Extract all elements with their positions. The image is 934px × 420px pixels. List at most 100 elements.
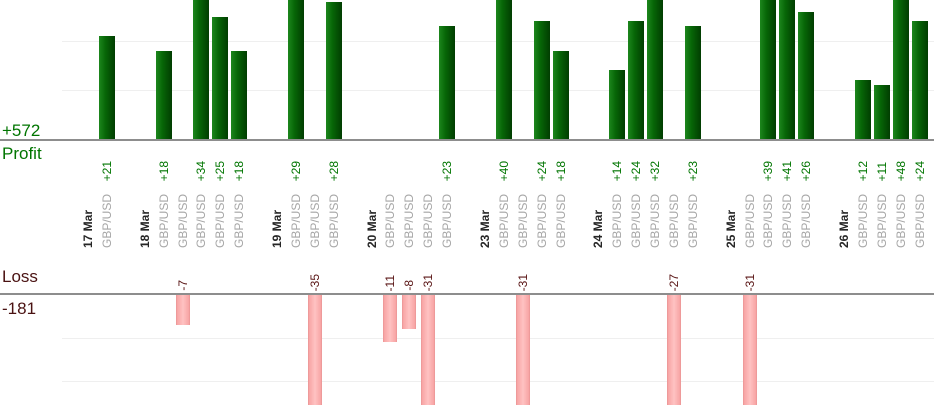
symbol-label: GBP/USD bbox=[232, 193, 247, 248]
profit-value-label: +39 bbox=[761, 160, 776, 181]
loss-value-label: -27 bbox=[666, 273, 681, 291]
date-label: 25 Mar bbox=[723, 209, 738, 248]
symbol-label: GBP/USD bbox=[629, 193, 644, 248]
symbol-label: GBP/USD bbox=[496, 193, 511, 248]
profit-bar bbox=[439, 26, 456, 139]
symbol-label: GBP/USD bbox=[742, 193, 757, 248]
profit-bar bbox=[193, 0, 210, 139]
loss-bar bbox=[666, 295, 681, 405]
profit-value-label: +24 bbox=[629, 160, 644, 181]
symbol-label: GBP/USD bbox=[553, 193, 568, 248]
symbol-label: GBP/USD bbox=[402, 193, 417, 248]
loss-bar bbox=[515, 295, 530, 405]
symbol-label: GBP/USD bbox=[213, 193, 228, 248]
symbol-label: GBP/USD bbox=[610, 193, 625, 248]
profit-bar bbox=[552, 50, 569, 139]
symbol-label: GBP/USD bbox=[874, 193, 889, 248]
loss-bar bbox=[421, 295, 436, 405]
profit-value-label: +11 bbox=[874, 161, 889, 181]
loss-value-label: -11 bbox=[383, 274, 398, 291]
loss-bar bbox=[307, 295, 322, 405]
loss-bar bbox=[175, 295, 190, 326]
symbol-label: GBP/USD bbox=[194, 193, 209, 248]
symbol-label: GBP/USD bbox=[666, 193, 681, 248]
profit-bar bbox=[98, 36, 115, 139]
profit-value-label: +21 bbox=[99, 160, 114, 181]
profit-bar bbox=[287, 0, 304, 139]
profit-bar bbox=[684, 26, 701, 139]
date-label: 18 Mar bbox=[137, 209, 152, 248]
profit-value-label: +28 bbox=[326, 160, 341, 181]
symbol-label: GBP/USD bbox=[175, 193, 190, 248]
symbol-label: GBP/USD bbox=[288, 193, 303, 248]
profit-value-label: +24 bbox=[912, 160, 927, 181]
profit-value-label: +23 bbox=[440, 160, 455, 181]
loss-total-label: -181 bbox=[2, 299, 37, 318]
symbol-label: GBP/USD bbox=[326, 193, 341, 248]
symbol-label: GBP/USD bbox=[761, 193, 776, 248]
profit-bar bbox=[609, 70, 626, 139]
profit-value-label: +41 bbox=[780, 160, 795, 181]
profit-bar bbox=[779, 0, 796, 139]
loss-baseline bbox=[0, 293, 934, 295]
profit-bar bbox=[854, 80, 871, 139]
symbol-label: GBP/USD bbox=[893, 193, 908, 248]
profit-bar bbox=[760, 0, 777, 139]
symbol-label: GBP/USD bbox=[780, 193, 795, 248]
symbol-label: GBP/USD bbox=[156, 193, 171, 248]
profit-value-label: +24 bbox=[534, 160, 549, 181]
loss-value-label: -7 bbox=[175, 280, 190, 291]
profit-bar bbox=[155, 50, 172, 139]
date-label: 24 Mar bbox=[591, 209, 606, 248]
loss-bar bbox=[383, 295, 398, 343]
symbol-label: GBP/USD bbox=[515, 193, 530, 248]
loss-bar bbox=[742, 295, 757, 405]
date-label: 26 Mar bbox=[837, 209, 851, 248]
symbol-label: GBP/USD bbox=[99, 193, 114, 248]
profit-bar bbox=[212, 16, 229, 139]
profit-value-label: +18 bbox=[156, 160, 171, 181]
symbol-label: GBP/USD bbox=[421, 193, 436, 248]
loss-value-label: -35 bbox=[307, 273, 322, 291]
date-label: 23 Mar bbox=[477, 209, 492, 248]
symbol-label: GBP/USD bbox=[912, 193, 927, 248]
loss-value-label: -8 bbox=[402, 280, 417, 291]
date-label: 19 Mar bbox=[270, 209, 284, 248]
profit-bar bbox=[911, 21, 928, 139]
profit-value-label: +40 bbox=[496, 160, 511, 181]
profit-bar bbox=[231, 50, 248, 139]
profit-total-label: +572 bbox=[2, 121, 41, 140]
profit-bar bbox=[533, 21, 550, 139]
profit-value-label: +48 bbox=[893, 160, 908, 181]
loss-gridline bbox=[62, 338, 934, 339]
profit-value-label: +14 bbox=[610, 160, 625, 181]
profit-bar bbox=[892, 0, 909, 139]
profit-baseline bbox=[0, 139, 934, 141]
profit-value-label: +29 bbox=[288, 160, 303, 181]
profit-bar bbox=[647, 0, 663, 139]
symbol-label: GBP/USD bbox=[855, 193, 870, 248]
symbol-label: GBP/USD bbox=[648, 193, 662, 248]
symbol-label: GBP/USD bbox=[534, 193, 549, 248]
profit-value-label: +23 bbox=[685, 160, 700, 181]
profit-bar bbox=[873, 85, 890, 139]
symbol-label: GBP/USD bbox=[799, 193, 814, 248]
profit-bar bbox=[798, 11, 815, 139]
loss-gridline bbox=[62, 381, 934, 382]
loss-axis-label: Loss bbox=[2, 267, 38, 286]
loss-bar bbox=[402, 295, 417, 330]
symbol-label: GBP/USD bbox=[440, 193, 455, 248]
loss-value-label: -31 bbox=[421, 273, 436, 291]
date-label: 20 Mar bbox=[364, 209, 379, 248]
profit-value-label: +18 bbox=[553, 160, 568, 181]
profit-value-label: +18 bbox=[232, 160, 247, 181]
profit-bar bbox=[495, 0, 512, 139]
loss-value-label: -31 bbox=[742, 273, 757, 291]
profit-bar bbox=[325, 1, 342, 139]
profit-value-label: +25 bbox=[213, 160, 228, 181]
symbol-label: GBP/USD bbox=[685, 193, 700, 248]
profit-value-label: +12 bbox=[855, 160, 870, 181]
symbol-label: GBP/USD bbox=[307, 193, 322, 248]
loss-value-label: -31 bbox=[515, 273, 530, 291]
